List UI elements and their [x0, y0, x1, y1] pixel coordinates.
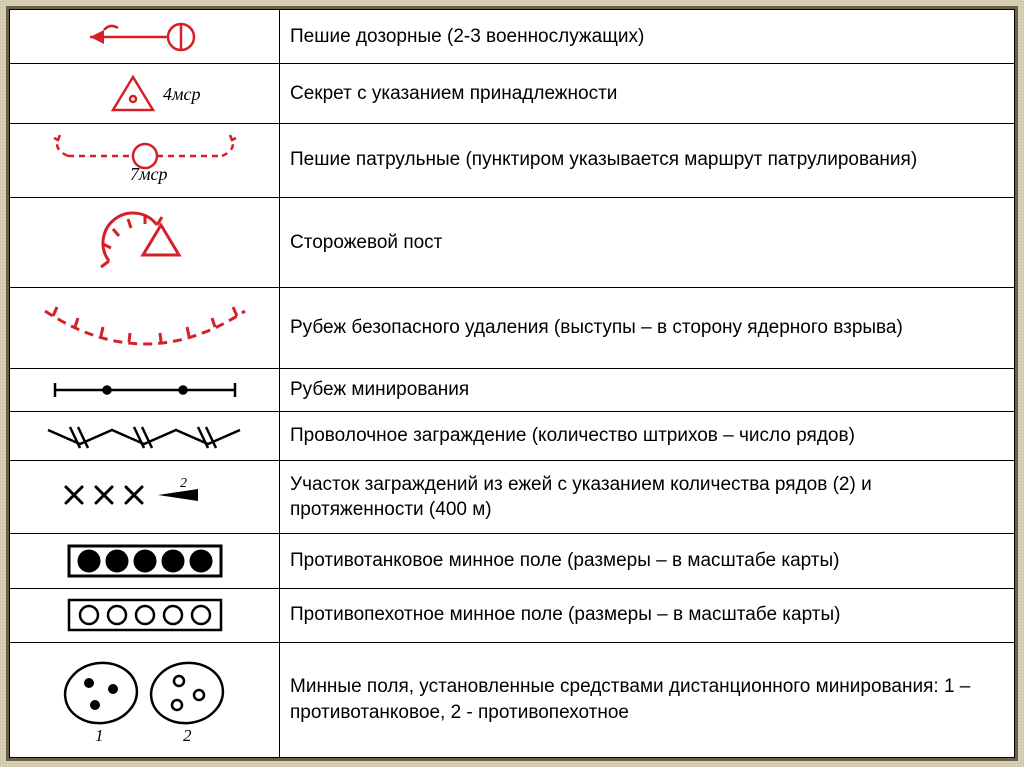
- remote-field-2-label: 2: [183, 726, 192, 745]
- symbol-foot-sentry: [10, 10, 280, 64]
- desc-cell: Проволочное заграждение (количество штри…: [280, 411, 1015, 461]
- table-row: Сторожевой пост: [10, 197, 1015, 288]
- table-row: Рубеж минирования: [10, 369, 1015, 411]
- patrol-route-icon: 7мср: [30, 132, 260, 188]
- table-row: 4мср Секрет с указанием принадлежности: [10, 64, 1015, 123]
- remote-minefields-icon: 1 2: [35, 655, 255, 745]
- symbol-antitank-minefield: [10, 534, 280, 588]
- table-row: Пешие дозорные (2-3 военнослужащих): [10, 10, 1015, 64]
- legend-table: Пешие дозорные (2-3 военнослужащих) 4мср: [9, 9, 1015, 758]
- desc-cell: Пешие дозорные (2-3 военнослужащих): [280, 10, 1015, 64]
- foot-sentry-icon: [60, 17, 230, 57]
- mining-line-icon: [35, 375, 255, 405]
- inner-panel: Пешие дозорные (2-3 военнослужащих) 4мср: [6, 6, 1018, 761]
- table-row: 1 2 Минные поля, установленные средствам…: [10, 643, 1015, 758]
- symbol-antipersonnel-minefield: [10, 588, 280, 642]
- hedgehogs-icon: 2: [30, 477, 260, 517]
- table-row: Противотанковое минное поле (размеры – в…: [10, 534, 1015, 588]
- remote-field-1-label: 1: [95, 726, 104, 745]
- symbol-guard-post: [10, 197, 280, 288]
- table-row: Противопехотное минное поле (размеры – в…: [10, 588, 1015, 642]
- symbol-remote-minefields: 1 2: [10, 643, 280, 758]
- desc-cell: Минные поля, установленные средствами ди…: [280, 643, 1015, 758]
- symbol-safe-line: [10, 288, 280, 369]
- secret-label: 4мср: [163, 84, 200, 104]
- page-frame: Пешие дозорные (2-3 военнослужащих) 4мср: [0, 0, 1024, 767]
- patrol-label: 7мср: [130, 164, 167, 184]
- hedgehog-count-label: 2: [180, 477, 187, 491]
- secret-icon: 4мср: [45, 72, 245, 116]
- symbol-wire-obstacle: [10, 411, 280, 461]
- safe-line-icon: [25, 297, 265, 359]
- desc-cell: Рубеж безопасного удаления (выступы – в …: [280, 288, 1015, 369]
- desc-cell: Сторожевой пост: [280, 197, 1015, 288]
- table-row: Проволочное заграждение (количество штри…: [10, 411, 1015, 461]
- guard-post-icon: [65, 207, 225, 277]
- wire-obstacle-icon: [30, 418, 260, 454]
- symbol-mining-line: [10, 369, 280, 411]
- symbol-secret: 4мср: [10, 64, 280, 123]
- table-row: 2 Участок заграждений из ежей с указание…: [10, 461, 1015, 534]
- symbol-hedgehogs: 2: [10, 461, 280, 534]
- desc-cell: Противотанковое минное поле (размеры – в…: [280, 534, 1015, 588]
- antitank-minefield-icon: [45, 541, 245, 581]
- desc-cell: Противопехотное минное поле (размеры – в…: [280, 588, 1015, 642]
- symbol-patrol-route: 7мср: [10, 123, 280, 197]
- table-row: 7мср Пешие патрульные (пунктиром указыва…: [10, 123, 1015, 197]
- desc-cell: Участок заграждений из ежей с указанием …: [280, 461, 1015, 534]
- antipersonnel-minefield-icon: [45, 595, 245, 635]
- table-row: Рубеж безопасного удаления (выступы – в …: [10, 288, 1015, 369]
- desc-cell: Секрет с указанием принадлежности: [280, 64, 1015, 123]
- desc-cell: Рубеж минирования: [280, 369, 1015, 411]
- desc-cell: Пешие патрульные (пунктиром указывается …: [280, 123, 1015, 197]
